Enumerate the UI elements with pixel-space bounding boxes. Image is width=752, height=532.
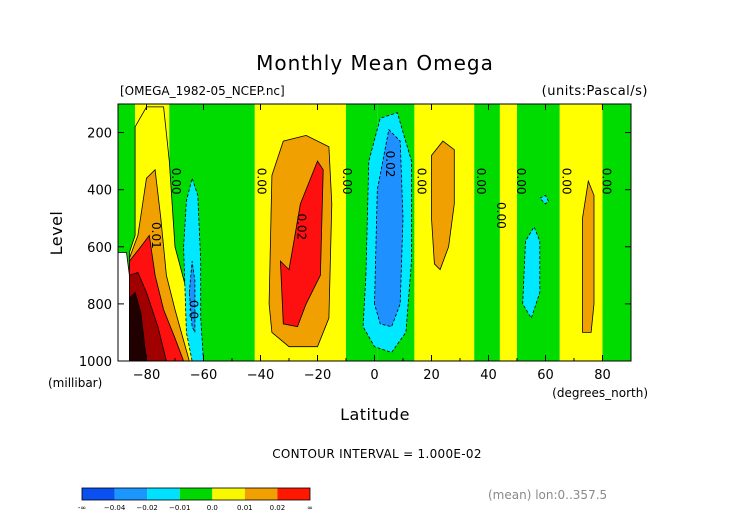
colorbar-label: −0.02 bbox=[136, 504, 157, 512]
contour-label: 0.00 bbox=[169, 168, 183, 195]
mean-note: (mean) lon:0..357.5 bbox=[488, 488, 607, 502]
colorbar-label: 0.01 bbox=[237, 504, 253, 512]
colorbar-label: −0.01 bbox=[169, 504, 190, 512]
contour-label: 0.01 bbox=[149, 222, 163, 249]
colorbar-swatch bbox=[179, 488, 213, 500]
contour-label: 0.0 bbox=[186, 300, 200, 319]
contour-label: 0.00 bbox=[494, 202, 508, 229]
region-orange-nh-polar bbox=[582, 179, 595, 333]
contour-fill-regions bbox=[118, 104, 631, 361]
colorbar-swatch bbox=[82, 488, 115, 500]
colorbar-label: 0.0 bbox=[207, 504, 218, 512]
band-yellow-nh-mid bbox=[499, 104, 517, 361]
region-cyan-nh-small bbox=[539, 194, 549, 205]
contour-label: 0.00 bbox=[560, 168, 574, 195]
y-axis: 1000 800 600 400 200 bbox=[79, 127, 631, 370]
region-blue-eq bbox=[374, 128, 404, 328]
x-tick-label: −20 bbox=[304, 368, 331, 383]
region-red-sh-sub bbox=[279, 160, 324, 328]
y-tick-label: 200 bbox=[87, 127, 112, 142]
band-green-east bbox=[602, 104, 631, 361]
band-green-nh-high bbox=[517, 104, 560, 361]
band-green-nh-mid bbox=[474, 104, 500, 361]
units-label: (units:Pascal/s) bbox=[542, 84, 648, 99]
y-units-label: (millibar) bbox=[48, 376, 102, 390]
contour-label: 0.00 bbox=[340, 168, 354, 195]
contour-interval-label: CONTOUR INTERVAL = 1.000E-02 bbox=[272, 447, 482, 461]
y-tick-label: 600 bbox=[87, 241, 112, 256]
y-tick-label: 800 bbox=[87, 298, 112, 313]
region-black-sh-corner bbox=[129, 291, 147, 361]
x-tick-label: −60 bbox=[190, 368, 217, 383]
contour-label: 0.02 bbox=[383, 151, 397, 178]
contour-label: 0.00 bbox=[600, 168, 614, 195]
contour-label: 0.00 bbox=[255, 168, 269, 195]
contour-label: 0.00 bbox=[474, 168, 488, 195]
colorbar-swatch bbox=[114, 488, 148, 500]
x-axis-title: Latitude bbox=[340, 405, 410, 424]
colorbar-label: -∞ bbox=[78, 504, 86, 512]
region-blue-sh bbox=[188, 261, 196, 333]
y-tick-label: 400 bbox=[87, 184, 112, 199]
contour-label: 0.00 bbox=[514, 168, 528, 195]
dataset-label: [OMEGA_1982-05_NCEP.nc] bbox=[120, 84, 285, 98]
chart-title: Monthly Mean Omega bbox=[256, 51, 494, 75]
x-tick-label: −80 bbox=[133, 368, 160, 383]
colorbar-frame bbox=[81, 487, 311, 501]
region-cyan-nh bbox=[522, 225, 541, 320]
x-tick-label: 80 bbox=[594, 368, 611, 383]
colorbar-label: ∞ bbox=[307, 504, 313, 512]
x-tick-label: 0 bbox=[370, 368, 378, 383]
colorbar-swatch bbox=[147, 488, 180, 500]
region-orange-nh-sub bbox=[431, 140, 455, 271]
x-units-label: (degrees_north) bbox=[552, 386, 648, 400]
x-tick-label: 40 bbox=[480, 368, 497, 383]
region-white-lowleft bbox=[118, 252, 130, 361]
contour-labels: 0.00 0.01 0.0 0.00 0.02 0.00 0.02 0.00 0.00 0.00 0… bbox=[149, 151, 613, 320]
colorbar-swatch bbox=[244, 488, 278, 500]
band-yellow-nh-polar bbox=[559, 104, 603, 361]
contour-label: 0.00 bbox=[414, 168, 428, 195]
x-tick-label: 20 bbox=[423, 368, 440, 383]
x-axis: −80 −60 −40 −20 0 20 40 60 80 bbox=[117, 104, 632, 383]
y-tick-label: 1000 bbox=[79, 355, 112, 370]
x-tick-label: −40 bbox=[247, 368, 274, 383]
x-tick-label: 60 bbox=[537, 368, 554, 383]
colorbar-swatch bbox=[212, 488, 245, 500]
colorbar-label: 0.02 bbox=[270, 504, 286, 512]
colorbar-swatch bbox=[277, 488, 310, 500]
colorbar-label: −0.04 bbox=[104, 504, 126, 512]
contour-label: 0.02 bbox=[295, 213, 309, 240]
y-axis-title: Level bbox=[47, 211, 66, 256]
colorbar: -∞ −0.04 −0.02 −0.01 0.0 0.01 0.02 ∞ bbox=[78, 487, 313, 512]
